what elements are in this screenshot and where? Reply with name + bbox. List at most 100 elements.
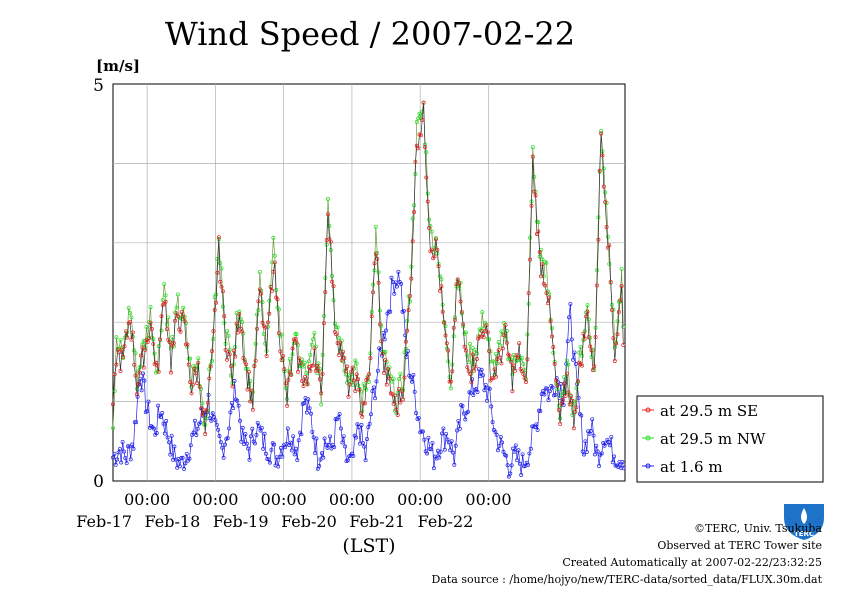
data-point [448, 386, 453, 391]
data-point [399, 281, 404, 286]
data-point [553, 392, 558, 397]
data-point [337, 412, 342, 417]
data-point [340, 440, 345, 445]
data-point [588, 344, 593, 349]
data-point [612, 359, 617, 363]
y-tick-label-max: 5 [93, 76, 104, 96]
data-point [586, 317, 591, 322]
data-point [457, 281, 462, 286]
data-point [246, 369, 251, 374]
data-point [276, 464, 281, 469]
data-point [580, 353, 584, 358]
data-point [216, 427, 221, 432]
data-point [387, 376, 392, 381]
data-point [226, 333, 231, 338]
data-point [417, 111, 422, 116]
data-point [595, 449, 600, 454]
data-point [320, 371, 325, 376]
data-point [114, 362, 119, 367]
data-point [444, 341, 449, 346]
data-point [294, 340, 299, 345]
data-point [503, 323, 508, 328]
data-point [539, 274, 543, 279]
data-point [282, 367, 287, 372]
data-point [362, 444, 367, 449]
data-point [242, 442, 247, 447]
data-point [403, 339, 408, 344]
data-point [424, 175, 429, 180]
data-point [152, 351, 157, 356]
data-point [112, 451, 117, 456]
legend-label: at 29.5 m NW [660, 430, 766, 448]
data-point [477, 334, 482, 339]
data-point [218, 261, 223, 266]
data-point [218, 440, 223, 445]
data-point [475, 390, 480, 394]
data-point [438, 449, 443, 454]
water-drop-icon [801, 508, 807, 524]
data-point [601, 166, 606, 171]
data-point [573, 409, 578, 414]
data-point [231, 348, 236, 353]
data-point [312, 346, 317, 351]
data-point [345, 380, 350, 385]
data-point [240, 425, 245, 430]
data-point [426, 435, 431, 440]
data-point [510, 389, 515, 394]
data-point [266, 320, 270, 325]
data-point [380, 351, 385, 356]
data-point [568, 301, 573, 306]
data-point [337, 335, 341, 340]
data-point [248, 434, 253, 439]
data-point [237, 309, 242, 314]
data-point [361, 381, 366, 386]
data-point [429, 247, 434, 252]
data-point [233, 354, 238, 359]
data-point [201, 408, 206, 413]
data-point [480, 310, 485, 315]
legend-marker [645, 435, 651, 441]
data-point [166, 315, 171, 320]
data-point [490, 420, 495, 425]
data-point [528, 446, 533, 451]
data-point [147, 336, 152, 341]
data-point [213, 418, 218, 423]
data-point [416, 146, 421, 151]
data-point [442, 447, 447, 452]
data-point [184, 342, 188, 347]
data-point [372, 261, 377, 266]
data-point [189, 391, 194, 396]
data-point [615, 332, 620, 337]
data-point [121, 354, 126, 359]
data-point [334, 332, 339, 337]
data-point [398, 371, 403, 376]
data-point [198, 420, 203, 425]
data-point [539, 392, 544, 397]
data-point [135, 394, 140, 399]
data-point [227, 426, 232, 431]
data-point [129, 315, 134, 320]
data-point [411, 372, 416, 377]
data-point [356, 425, 361, 430]
data-point [442, 320, 447, 325]
data-point [182, 319, 187, 324]
data-point [420, 429, 425, 434]
data-point [410, 216, 415, 221]
data-point [401, 308, 406, 313]
data-point [547, 295, 552, 300]
chart-title: Wind Speed / 2007-02-22 [165, 15, 575, 53]
data-point [181, 305, 186, 310]
data-point [465, 353, 470, 358]
data-point [618, 298, 623, 303]
data-point [390, 280, 395, 285]
data-point [446, 348, 451, 353]
data-point [221, 455, 226, 460]
data-point [253, 341, 258, 346]
data-point [347, 382, 352, 387]
data-point [456, 418, 461, 423]
data-point [288, 440, 293, 445]
data-point [165, 435, 170, 440]
data-point [520, 452, 525, 457]
data-point [331, 284, 336, 289]
